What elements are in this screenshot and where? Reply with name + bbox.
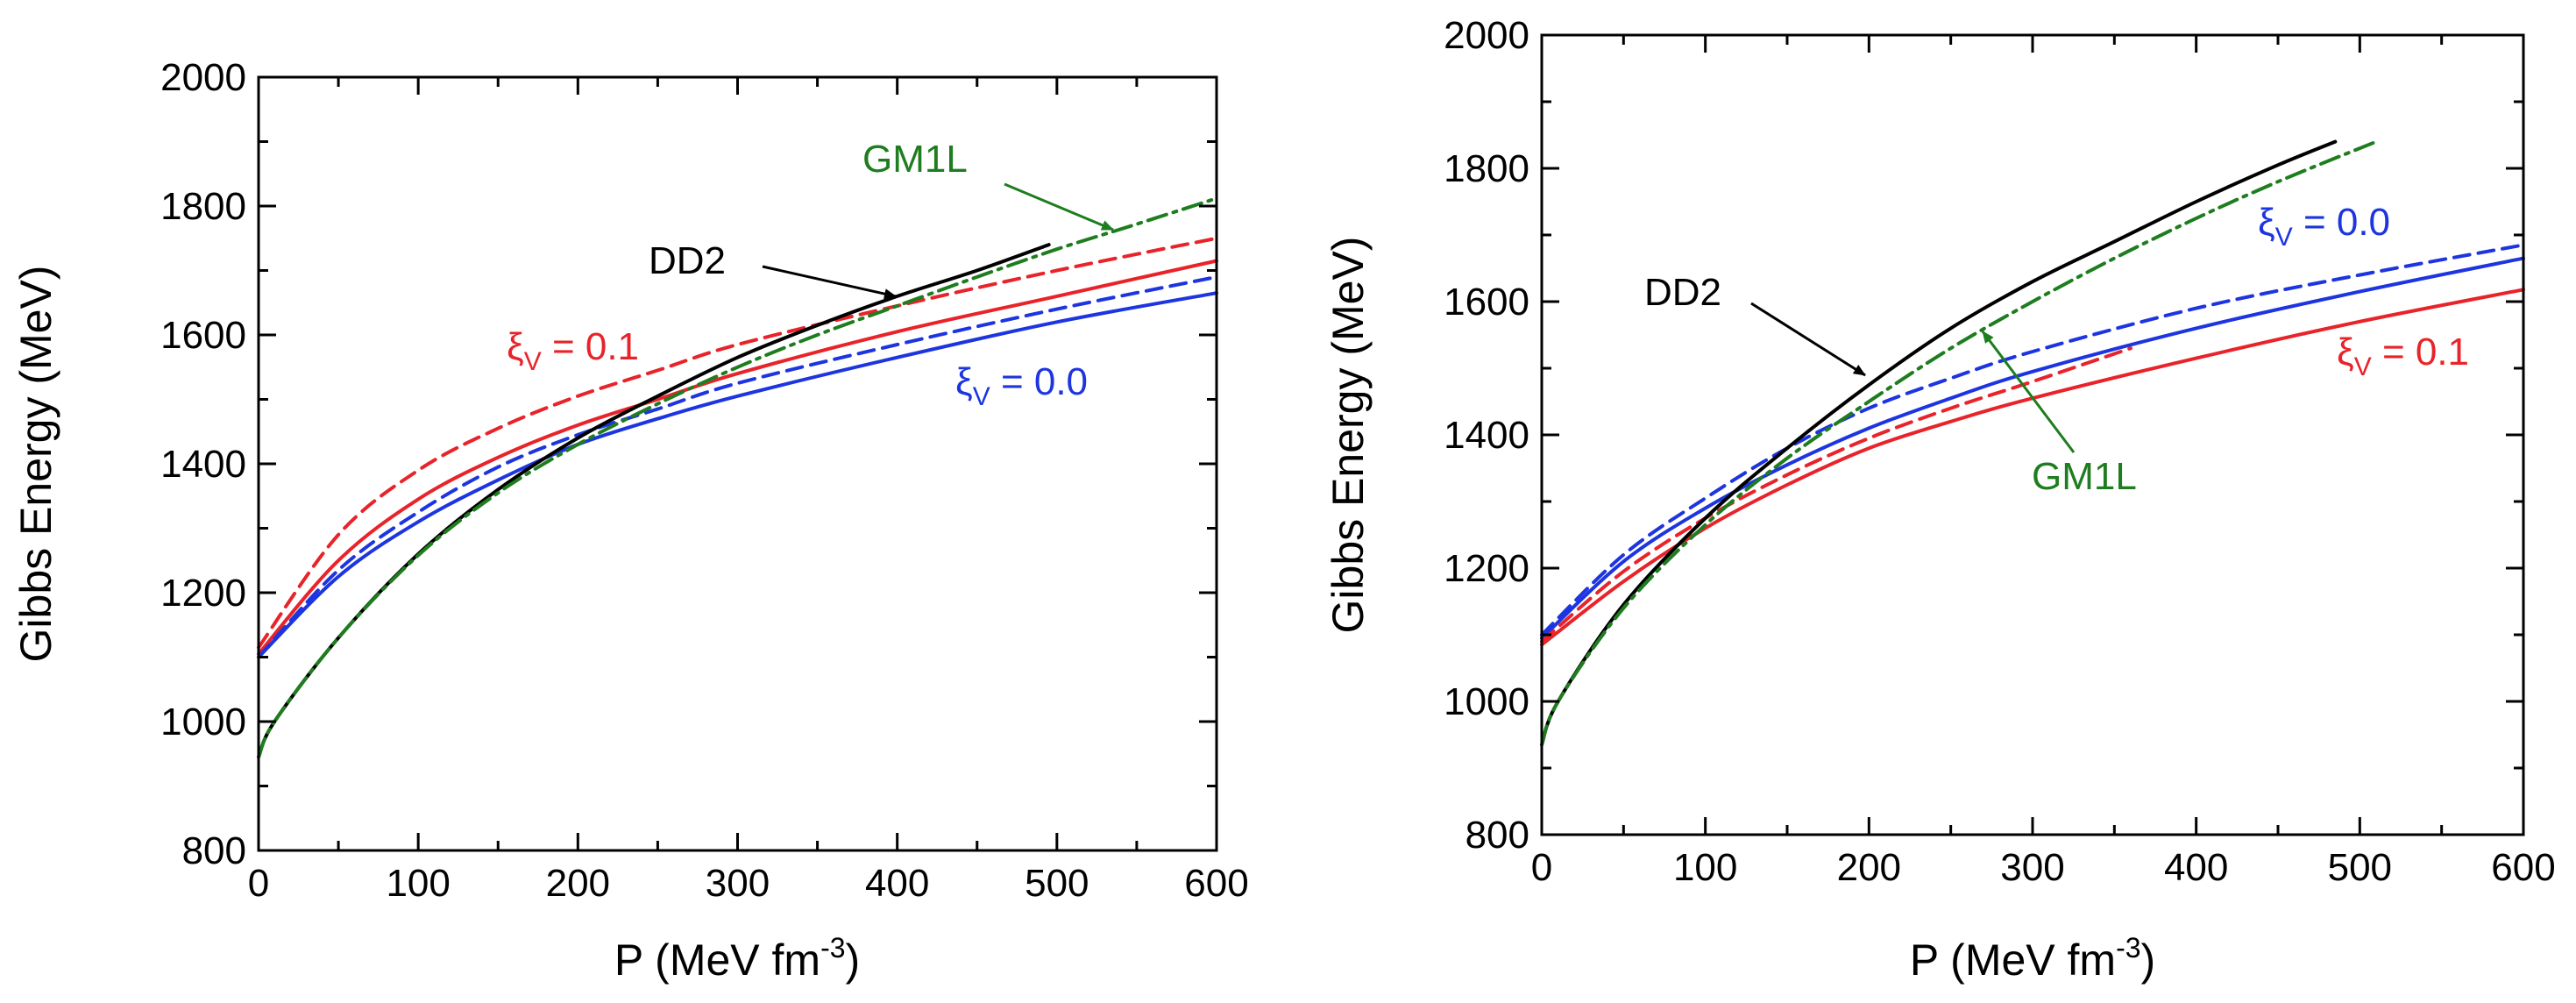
left-series-gm1l xyxy=(257,196,1218,759)
right-annotation-dd2: DD2 xyxy=(1644,271,1721,314)
right-annotation-xi-0-0-subscript: V xyxy=(2275,223,2293,252)
left-series-dd2 xyxy=(257,243,1051,759)
right-y-tick-label: 1800 xyxy=(1444,147,1529,190)
right-plot-frame xyxy=(1540,33,2525,836)
left-x-tick-label: 200 xyxy=(546,862,610,905)
right-series-gm1l xyxy=(1540,139,2378,747)
left-y-tick-label: 2000 xyxy=(160,56,246,99)
right-x-tick-label: 600 xyxy=(2491,846,2555,889)
left-y-tick-label: 1400 xyxy=(160,443,246,486)
right-x-tick-label: 200 xyxy=(1837,846,1901,889)
right-ticks-layer: 0 100 200 300 400 500 600 800 1000 1200 1400 1600 18… xyxy=(1444,14,2556,889)
right-annotation-xi-0-1: ξV = 0.1 xyxy=(2337,331,2469,381)
left-ticks-layer: 0 100 200 300 400 500 600 800 1000 1200 1400 1600 18… xyxy=(160,56,1249,905)
left-x-tick-label: 400 xyxy=(865,862,929,905)
left-series-blue-solid xyxy=(257,291,1218,659)
right-series-dd2 xyxy=(1540,139,2338,747)
left-chart-panel: 0 100 200 300 400 500 600 800 1000 1200 1400 1600 18… xyxy=(11,56,1249,985)
left-x-tick-label: 100 xyxy=(386,862,450,905)
left-x-axis-label: P (MeV fm-3) xyxy=(614,932,860,985)
left-plot-frame xyxy=(257,75,1218,852)
right-chart-panel: 0 100 200 300 400 500 600 800 1000 1200 1400 1600 18… xyxy=(1323,14,2556,985)
left-annotation-xi-0-1: ξV = 0.1 xyxy=(507,325,639,376)
right-x-axis-label: P (MeV fm-3) xyxy=(1910,932,2155,985)
right-y-tick-label: 800 xyxy=(1465,814,1529,857)
left-x-tick-label: 600 xyxy=(1184,862,1248,905)
right-x-tick-label: 100 xyxy=(1673,846,1737,889)
left-y-tick-label: 1000 xyxy=(160,701,246,743)
right-arrow-gm1l xyxy=(1981,331,2076,453)
left-x-tick-label: 500 xyxy=(1025,862,1089,905)
left-x-axis-label-superscript: -3 xyxy=(820,932,845,964)
right-x-tick-label: 300 xyxy=(2000,846,2064,889)
right-y-axis-label: Gibbs Energy (MeV) xyxy=(1323,237,1373,634)
left-y-tick-label: 800 xyxy=(182,829,246,872)
left-series-blue-dashed xyxy=(257,274,1218,659)
right-y-tick-label: 1600 xyxy=(1444,281,1529,324)
right-x-tick-label: 400 xyxy=(2164,846,2228,889)
right-annotation-xi-0-0: ξV = 0.0 xyxy=(2258,201,2390,252)
right-series-blue-solid xyxy=(1540,256,2525,640)
left-y-axis-label: Gibbs Energy (MeV) xyxy=(11,266,60,663)
left-y-tick-label: 1200 xyxy=(160,572,246,615)
left-arrow-dd2 xyxy=(762,265,897,300)
right-y-tick-label: 2000 xyxy=(1444,14,1529,57)
left-y-tick-label: 1600 xyxy=(160,314,246,357)
left-annotation-xi-0-0: ξV = 0.0 xyxy=(955,360,1088,411)
left-arrow-gm1l xyxy=(1004,182,1114,231)
right-x-axis-label-superscript: -3 xyxy=(2116,932,2140,964)
right-arrow-dd2 xyxy=(1750,302,1866,377)
left-x-tick-label: 300 xyxy=(706,862,770,905)
left-series-red-dashed xyxy=(257,236,1218,650)
right-x-tick-label: 500 xyxy=(2328,846,2392,889)
right-y-tick-label: 1200 xyxy=(1444,547,1529,590)
right-y-tick-label: 1400 xyxy=(1444,414,1529,457)
right-annotation-xi-0-1-subscript: V xyxy=(2354,352,2372,381)
left-annotation-gm1l: GM1L xyxy=(862,138,968,181)
right-x-tick-label: 0 xyxy=(1531,846,1552,889)
right-y-tick-label: 1000 xyxy=(1444,680,1529,723)
left-annotation-xi-0-1-subscript: V xyxy=(524,347,542,376)
right-series-blue-dashed xyxy=(1540,243,2525,637)
left-x-tick-label: 0 xyxy=(248,862,269,905)
left-annotation-dd2: DD2 xyxy=(649,239,726,282)
left-annotation-xi-0-0-subscript: V xyxy=(973,382,990,411)
left-series-layer xyxy=(257,196,1218,759)
right-series-layer xyxy=(1540,139,2525,747)
left-y-tick-label: 1800 xyxy=(160,185,246,228)
right-annotation-gm1l: GM1L xyxy=(2032,455,2137,498)
